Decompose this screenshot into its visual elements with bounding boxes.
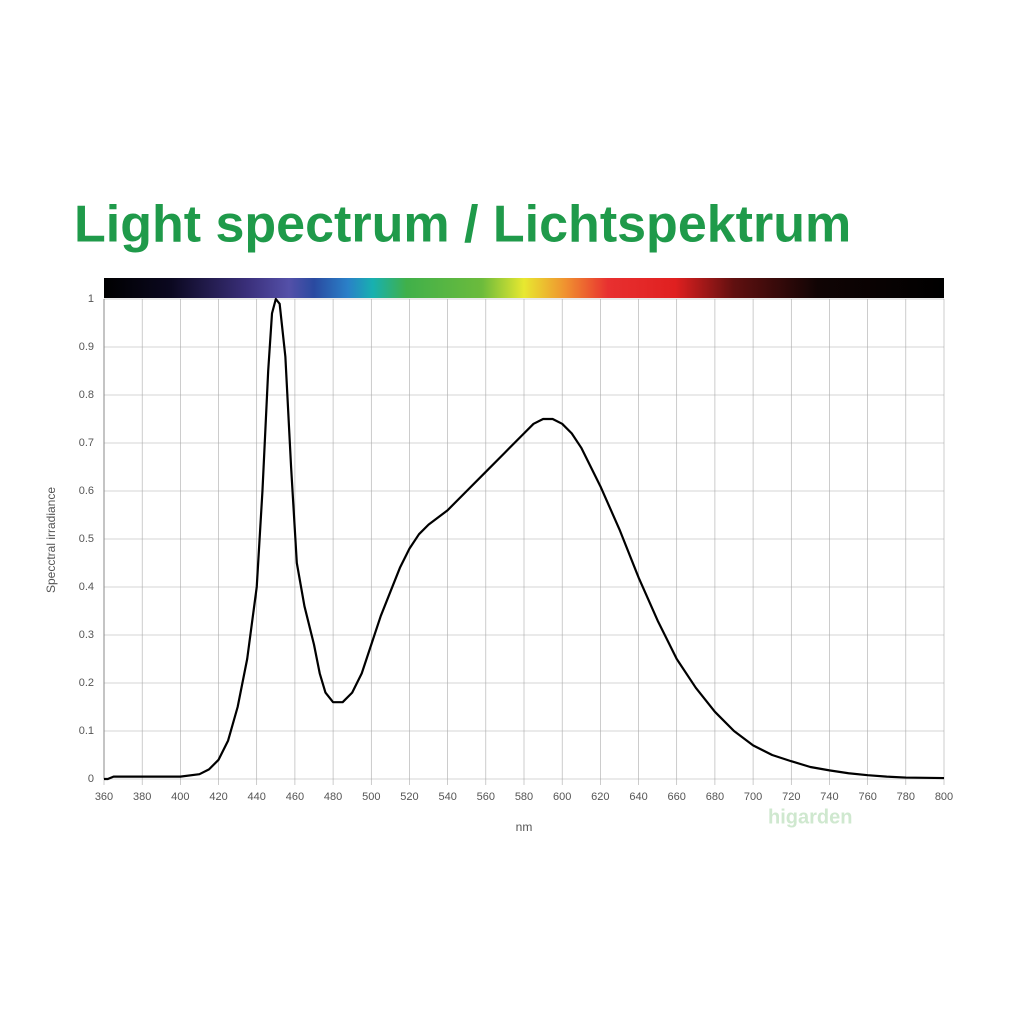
chart-title: Light spectrum / Lichtspektrum bbox=[74, 196, 851, 254]
x-tick-label: 480 bbox=[324, 791, 342, 803]
y-tick-label: 0.5 bbox=[79, 533, 94, 545]
x-tick-label: 400 bbox=[171, 791, 189, 803]
x-tick-label: 440 bbox=[248, 791, 266, 803]
spectrum-bar bbox=[104, 278, 944, 298]
x-tick-label: 660 bbox=[668, 791, 686, 803]
y-tick-label: 0.9 bbox=[79, 341, 94, 353]
x-tick-label: 500 bbox=[362, 791, 380, 803]
y-tick-label: 1 bbox=[88, 293, 94, 305]
y-tick-label: 0.6 bbox=[79, 485, 94, 497]
x-tick-label: 580 bbox=[515, 791, 533, 803]
x-tick-label: 740 bbox=[820, 791, 838, 803]
x-tick-label: 720 bbox=[782, 791, 800, 803]
x-tick-label: 360 bbox=[95, 791, 113, 803]
x-tick-label: 560 bbox=[477, 791, 495, 803]
spectrum-line bbox=[104, 297, 945, 781]
y-tick-label: 0.8 bbox=[79, 389, 94, 401]
x-tick-label: 780 bbox=[897, 791, 915, 803]
x-tick-label: 620 bbox=[591, 791, 609, 803]
watermark: higarden bbox=[768, 806, 852, 828]
x-tick-label: 600 bbox=[553, 791, 571, 803]
y-tick-label: 0.4 bbox=[79, 581, 94, 593]
y-axis-label: Specctral irradiance bbox=[44, 487, 58, 593]
x-tick-label: 700 bbox=[744, 791, 762, 803]
x-axis-label: nm bbox=[516, 820, 533, 834]
y-tick-label: 0.1 bbox=[79, 725, 94, 737]
y-tick-label: 0.3 bbox=[79, 629, 94, 641]
y-tick-label: 0 bbox=[88, 773, 94, 785]
x-tick-label: 540 bbox=[438, 791, 456, 803]
y-tick-label: 0.2 bbox=[79, 677, 94, 689]
x-tick-label: 460 bbox=[286, 791, 304, 803]
x-tick-label: 520 bbox=[400, 791, 418, 803]
x-tick-label: 800 bbox=[935, 791, 953, 803]
x-tick-label: 380 bbox=[133, 791, 151, 803]
x-tick-label: 760 bbox=[858, 791, 876, 803]
x-tick-label: 640 bbox=[629, 791, 647, 803]
x-tick-label: 680 bbox=[706, 791, 724, 803]
x-tick-label: 420 bbox=[209, 791, 227, 803]
y-tick-label: 0.7 bbox=[79, 437, 94, 449]
